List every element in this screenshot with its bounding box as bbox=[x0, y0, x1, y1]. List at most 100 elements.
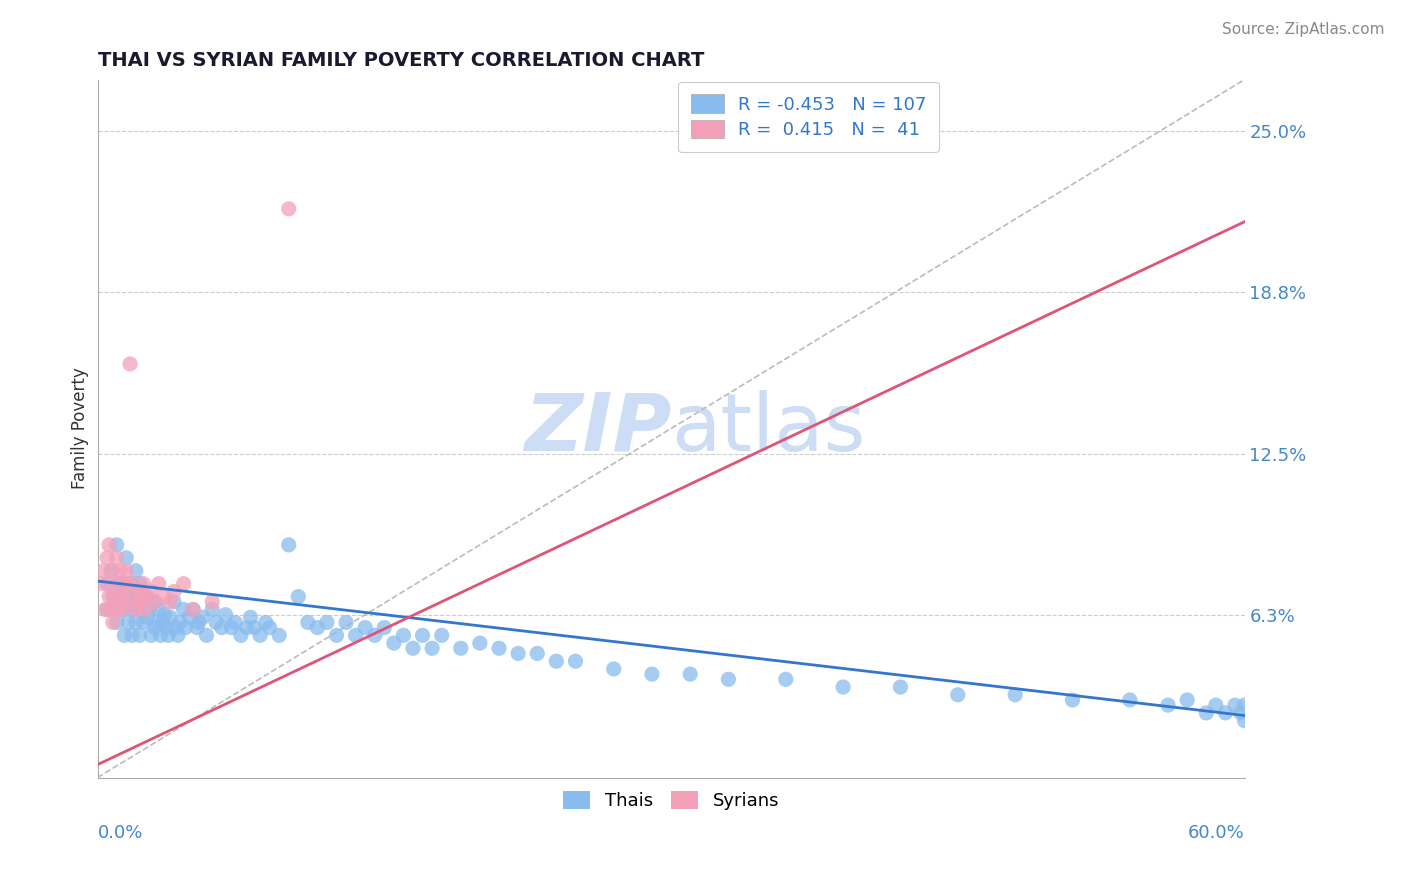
Point bbox=[101, 615, 124, 630]
Point bbox=[679, 667, 702, 681]
Point bbox=[148, 576, 170, 591]
Point bbox=[163, 584, 186, 599]
Point bbox=[174, 621, 197, 635]
Point bbox=[139, 584, 162, 599]
Point bbox=[354, 621, 377, 635]
Point bbox=[143, 621, 166, 635]
Point bbox=[110, 564, 132, 578]
Point bbox=[100, 576, 122, 591]
Point bbox=[191, 610, 214, 624]
Point bbox=[214, 607, 236, 622]
Point bbox=[112, 628, 135, 642]
Point bbox=[111, 576, 134, 591]
Point bbox=[100, 564, 122, 578]
Point bbox=[128, 576, 150, 591]
Point bbox=[159, 595, 181, 609]
Point bbox=[153, 590, 176, 604]
Point bbox=[115, 550, 138, 565]
Point bbox=[229, 628, 252, 642]
Point bbox=[117, 615, 139, 630]
Point bbox=[946, 688, 969, 702]
Point bbox=[132, 615, 155, 630]
Point bbox=[243, 621, 266, 635]
Point bbox=[167, 628, 190, 642]
Point bbox=[316, 615, 339, 630]
Point bbox=[157, 628, 180, 642]
Point bbox=[832, 680, 855, 694]
Point bbox=[121, 576, 143, 591]
Point bbox=[90, 576, 112, 591]
Point bbox=[382, 636, 405, 650]
Point bbox=[335, 615, 357, 630]
Point bbox=[420, 641, 443, 656]
Point bbox=[94, 602, 117, 616]
Text: THAI VS SYRIAN FAMILY POVERTY CORRELATION CHART: THAI VS SYRIAN FAMILY POVERTY CORRELATIO… bbox=[97, 51, 704, 70]
Point bbox=[526, 647, 548, 661]
Point bbox=[125, 564, 148, 578]
Point bbox=[115, 564, 138, 578]
Point bbox=[152, 615, 174, 630]
Point bbox=[117, 576, 139, 591]
Point bbox=[127, 602, 149, 616]
Point bbox=[136, 590, 159, 604]
Point bbox=[148, 602, 170, 616]
Point bbox=[186, 621, 208, 635]
Point bbox=[143, 595, 166, 609]
Point bbox=[641, 667, 664, 681]
Point bbox=[221, 621, 243, 635]
Point bbox=[254, 615, 277, 630]
Point bbox=[100, 602, 122, 616]
Point bbox=[211, 621, 233, 635]
Point bbox=[98, 538, 121, 552]
Point bbox=[412, 628, 434, 642]
Point bbox=[402, 641, 425, 656]
Point bbox=[1229, 706, 1251, 720]
Point bbox=[325, 628, 347, 642]
Point bbox=[128, 595, 150, 609]
Point bbox=[96, 576, 118, 591]
Point bbox=[1195, 706, 1218, 720]
Point bbox=[101, 564, 124, 578]
Point bbox=[146, 615, 169, 630]
Point bbox=[201, 595, 224, 609]
Point bbox=[277, 202, 299, 216]
Point bbox=[121, 595, 143, 609]
Point bbox=[163, 595, 186, 609]
Point bbox=[165, 621, 187, 635]
Point bbox=[120, 357, 142, 371]
Point bbox=[259, 621, 281, 635]
Point bbox=[169, 615, 191, 630]
Point bbox=[110, 576, 132, 591]
Point bbox=[269, 628, 291, 642]
Point bbox=[430, 628, 453, 642]
Point bbox=[239, 610, 262, 624]
Point bbox=[1205, 698, 1227, 713]
Text: ZIP: ZIP bbox=[523, 390, 671, 467]
Point bbox=[392, 628, 415, 642]
Point bbox=[132, 576, 155, 591]
Point bbox=[127, 584, 149, 599]
Point bbox=[96, 550, 118, 565]
Point bbox=[224, 615, 246, 630]
Point bbox=[344, 628, 367, 642]
Point bbox=[105, 615, 128, 630]
Point bbox=[546, 654, 568, 668]
Point bbox=[187, 615, 209, 630]
Text: Source: ZipAtlas.com: Source: ZipAtlas.com bbox=[1222, 22, 1385, 37]
Legend: Thais, Syrians: Thais, Syrians bbox=[555, 783, 786, 817]
Point bbox=[105, 538, 128, 552]
Point bbox=[138, 602, 160, 616]
Point bbox=[1233, 698, 1256, 713]
Point bbox=[121, 602, 143, 616]
Point bbox=[155, 621, 177, 635]
Point bbox=[139, 628, 162, 642]
Point bbox=[173, 602, 195, 616]
Point bbox=[105, 550, 128, 565]
Point bbox=[889, 680, 911, 694]
Point bbox=[128, 628, 150, 642]
Point bbox=[297, 615, 319, 630]
Point bbox=[1233, 714, 1256, 728]
Point bbox=[508, 647, 530, 661]
Point bbox=[307, 621, 329, 635]
Point bbox=[488, 641, 510, 656]
